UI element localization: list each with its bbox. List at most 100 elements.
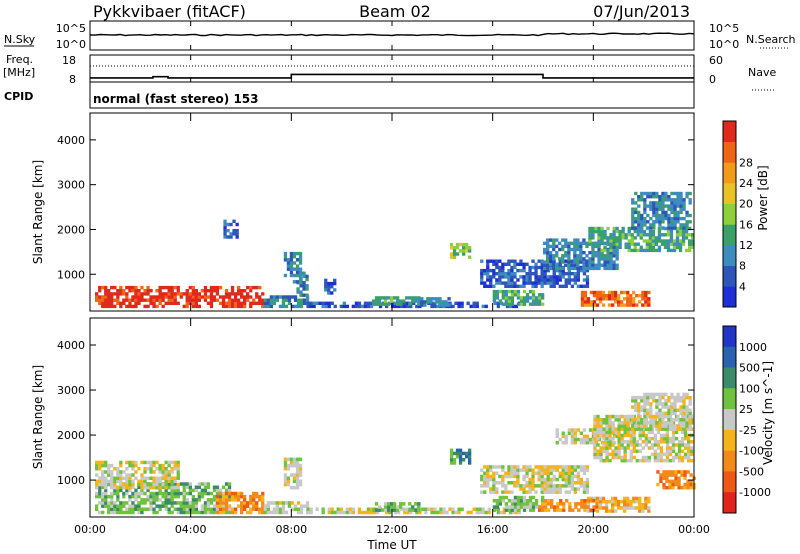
heatmap-cell [363, 510, 368, 515]
heatmap-cell [651, 229, 655, 234]
heatmap-cell [629, 303, 633, 307]
heatmap-cell [683, 473, 687, 477]
heatmap-cell [312, 301, 316, 305]
heatmap-cell [656, 446, 661, 450]
heatmap-cell [528, 468, 532, 472]
heatmap-cell [134, 491, 138, 496]
heatmap-cell [98, 482, 102, 487]
heatmap-cell [564, 272, 568, 276]
heatmap-cell [576, 465, 580, 469]
heatmap-cell [631, 213, 635, 218]
heatmap-cell [683, 436, 688, 441]
heatmap-cell [519, 495, 524, 500]
heatmap-cell [685, 395, 689, 400]
heatmap-cell [553, 505, 557, 509]
heatmap-cell [131, 289, 135, 293]
heatmap-cell [516, 296, 521, 300]
heatmap-cell [531, 265, 535, 270]
heatmap-cell [665, 430, 670, 435]
heatmap-cell [592, 300, 597, 304]
heatmap-cell [212, 285, 217, 290]
heatmap-cell [677, 449, 682, 453]
heatmap-cell [641, 455, 645, 460]
heatmap-cell [513, 484, 517, 488]
heatmap-cell [639, 236, 643, 240]
heatmap-cell [403, 510, 407, 515]
heatmap-cell [261, 292, 265, 296]
heatmap-cell [680, 455, 685, 460]
heatmap-cell [634, 207, 638, 211]
heatmap-cell [567, 241, 571, 245]
heatmap-cell [119, 301, 123, 305]
heatmap-cell [489, 268, 493, 273]
heatmap-cell [689, 485, 693, 490]
heatmap-cell [637, 195, 641, 199]
heatmap-cell [284, 501, 289, 505]
heatmap-cell [227, 498, 232, 502]
heatmap-cell [457, 507, 461, 511]
colorbar-swatch [723, 265, 736, 287]
heatmap-cell [229, 232, 233, 236]
heatmap-cell [161, 482, 165, 487]
colorbar-swatch [723, 183, 736, 204]
heatmap-cell [655, 195, 659, 199]
heatmap-cell [606, 236, 610, 240]
heatmap-cell [240, 289, 244, 293]
heatmap-cell [677, 482, 681, 487]
heatmap-cell [583, 300, 588, 304]
heatmap-cell [164, 479, 168, 484]
heatmap-cell [240, 494, 244, 499]
heatmap-cell [570, 474, 574, 479]
heatmap-cell [403, 304, 407, 309]
heatmap-cell [516, 477, 520, 482]
heatmap-cell [290, 295, 295, 299]
heatmap-cell [152, 510, 156, 515]
heatmap-cell [576, 437, 580, 442]
heatmap-cell [200, 504, 204, 508]
heatmap-cell [149, 507, 153, 511]
heatmap-cell [167, 285, 171, 290]
colorbar-tick-label: 4 [739, 280, 746, 293]
heatmap-cell [504, 474, 508, 479]
heatmap-cell [608, 427, 612, 431]
heatmap-cell [658, 427, 662, 431]
heatmap-cell [330, 507, 334, 511]
heatmap-cell [559, 502, 563, 506]
heatmap-cell [212, 504, 217, 508]
heatmap-cell [552, 487, 556, 491]
heatmap-cell [298, 267, 303, 271]
heatmap-cell [125, 482, 129, 487]
heatmap-cell [188, 295, 192, 299]
heatmap-cell [641, 303, 645, 307]
heatmap-cell [309, 301, 313, 305]
heatmap-cell [167, 292, 171, 296]
heatmap-cell [653, 452, 657, 457]
heatmap-cell [504, 487, 508, 491]
heatmap-cell [380, 302, 385, 306]
sky-tick-high: 10^5 [56, 22, 86, 35]
heatmap-cell [414, 508, 418, 512]
heatmap-cell [573, 254, 577, 258]
heatmap-cell [593, 421, 597, 425]
heatmap-cell [345, 304, 349, 309]
heatmap-cell [657, 248, 662, 253]
heatmap-cell [564, 481, 568, 485]
heatmap-cell [475, 301, 479, 305]
heatmap-cell [140, 491, 144, 496]
heatmap-cell [544, 508, 548, 512]
heatmap-cell [296, 501, 301, 505]
heatmap-cell [116, 473, 120, 477]
heatmap-cell [460, 507, 464, 511]
heatmap-cell [658, 207, 662, 211]
heatmap-cell [540, 484, 544, 488]
heatmap-cell [377, 505, 382, 509]
heatmap-cell [570, 484, 574, 488]
heatmap-cell [269, 301, 273, 305]
heatmap-cell [203, 295, 208, 299]
heatmap-cell [457, 510, 461, 515]
heatmap-cell [194, 498, 198, 502]
heatmap-cell [663, 233, 668, 237]
heatmap-cell [240, 507, 244, 511]
heatmap-cell [541, 502, 545, 506]
heatmap-cell [351, 507, 355, 511]
